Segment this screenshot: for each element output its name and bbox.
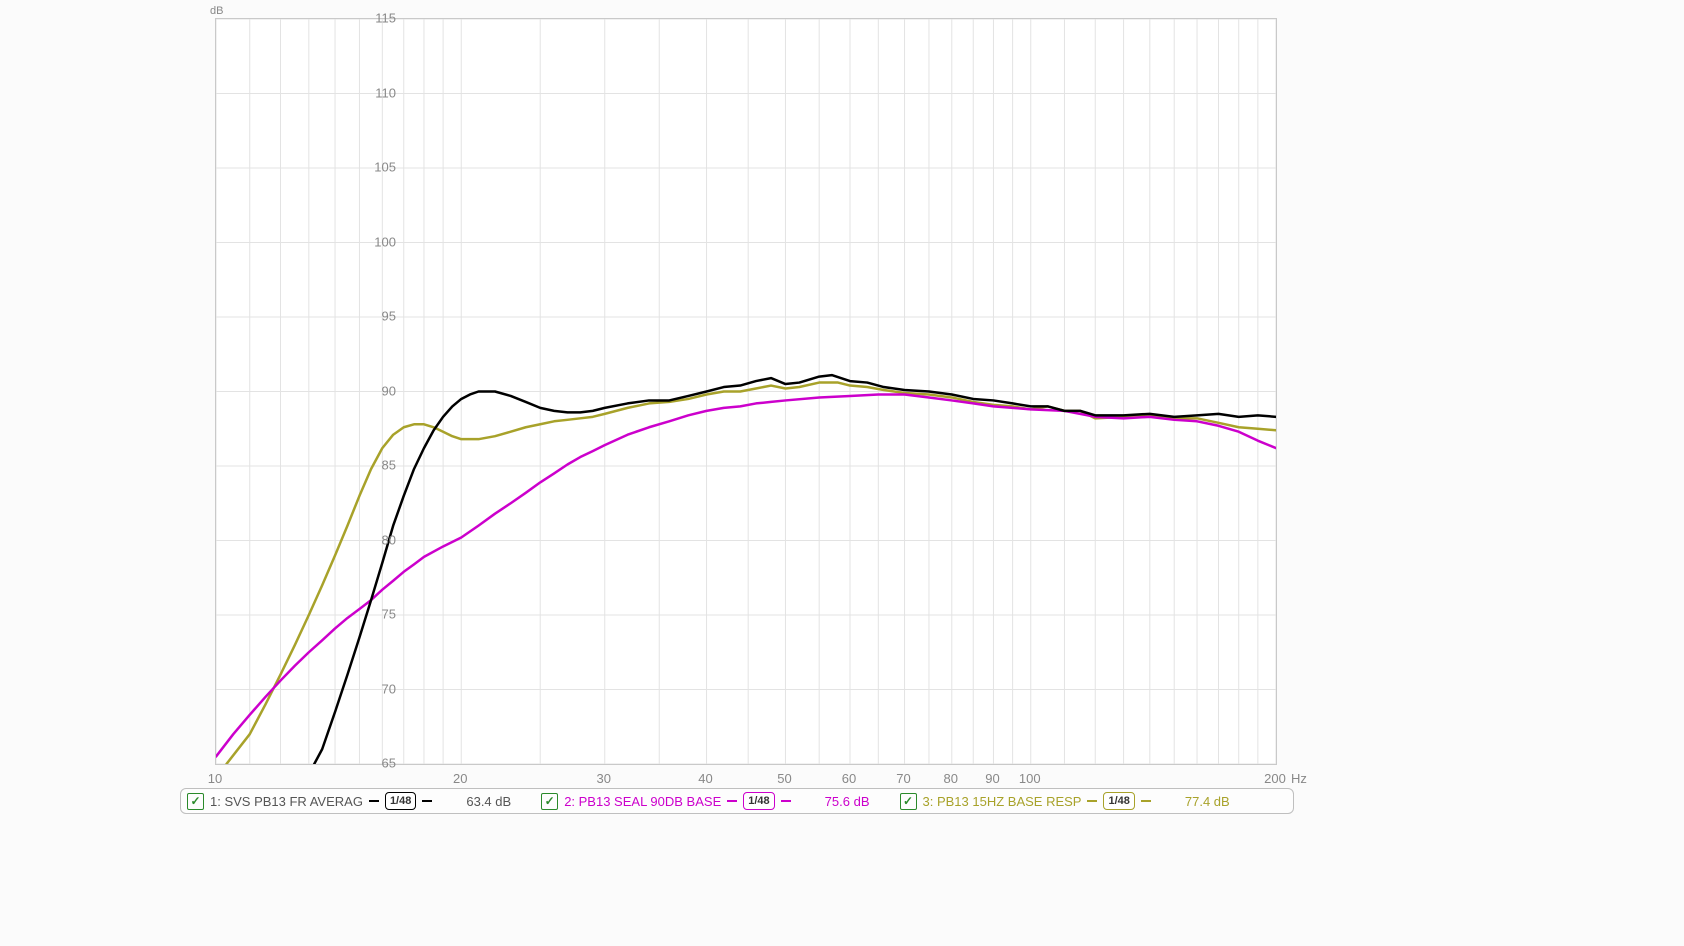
x-tick-label: 50	[777, 771, 791, 786]
y-tick-label: 115	[375, 11, 396, 26]
legend-value: 75.6 dB	[825, 794, 870, 809]
legend-item: ✓ 2: PB13 SEAL 90DB BASE 1/48 75.6 dB	[541, 792, 869, 810]
legend-smoothing-badge[interactable]: 1/48	[743, 792, 774, 810]
legend-item: ✓ 3: PB13 15HZ BASE RESP 1/48 77.4 dB	[900, 792, 1230, 810]
legend-line-sample	[1087, 800, 1097, 802]
x-tick-label: 20	[453, 771, 467, 786]
legend-item: ✓ 1: SVS PB13 FR AVERAG 1/48 63.4 dB	[187, 792, 511, 810]
y-tick-label: 95	[382, 309, 396, 324]
y-tick-label: 100	[374, 234, 396, 249]
legend-smoothing-badge[interactable]: 1/48	[385, 792, 416, 810]
legend-smoothing-badge[interactable]: 1/48	[1103, 792, 1134, 810]
plot-area-wrap: SPL SVS PB13-ULTRA RESPONSE COMPARISON O…	[180, 18, 1468, 765]
legend-checkbox[interactable]: ✓	[900, 793, 917, 810]
legend-label: 2: PB13 SEAL 90DB BASE	[564, 794, 721, 809]
x-tick-label: 30	[596, 771, 610, 786]
x-tick-label: 10	[208, 771, 222, 786]
y-tick-label: 70	[382, 681, 396, 696]
chart-svg	[216, 19, 1276, 764]
y-axis-unit: dB	[210, 5, 223, 17]
x-tick-label: 60	[842, 771, 856, 786]
y-tick-label: 105	[374, 160, 396, 175]
legend-line-sample	[369, 800, 379, 802]
legend-checkbox[interactable]: ✓	[187, 793, 204, 810]
legend-line-sample	[422, 800, 432, 802]
chart-page: dB SPL SVS PB13-ULTRA RESPONSE COMPARISO…	[0, 0, 1684, 946]
legend-line-sample	[781, 800, 791, 802]
y-tick-label: 65	[382, 756, 396, 771]
x-tick-label: 100	[1019, 771, 1041, 786]
x-tick-label: 200	[1264, 771, 1286, 786]
x-tick-label: 80	[944, 771, 958, 786]
legend-value: 63.4 dB	[466, 794, 511, 809]
x-tick-label: 70	[896, 771, 910, 786]
legend-label: 1: SVS PB13 FR AVERAG	[210, 794, 363, 809]
legend-line-sample	[727, 800, 737, 802]
x-tick-label: 90	[985, 771, 999, 786]
plot-area	[215, 18, 1277, 765]
y-tick-label: 80	[382, 532, 396, 547]
legend-bar: ✓ 1: SVS PB13 FR AVERAG 1/48 63.4 dB ✓ 2: PB1…	[180, 788, 1294, 814]
y-tick-label: 85	[382, 458, 396, 473]
x-axis-unit: Hz	[1291, 771, 1307, 786]
y-tick-label: 75	[382, 607, 396, 622]
x-tick-label: 40	[698, 771, 712, 786]
y-tick-label: 90	[382, 383, 396, 398]
y-tick-label: 110	[375, 85, 396, 100]
legend-label: 3: PB13 15HZ BASE RESP	[923, 794, 1082, 809]
legend-checkbox[interactable]: ✓	[541, 793, 558, 810]
legend-line-sample	[1141, 800, 1151, 802]
legend-value: 77.4 dB	[1185, 794, 1230, 809]
